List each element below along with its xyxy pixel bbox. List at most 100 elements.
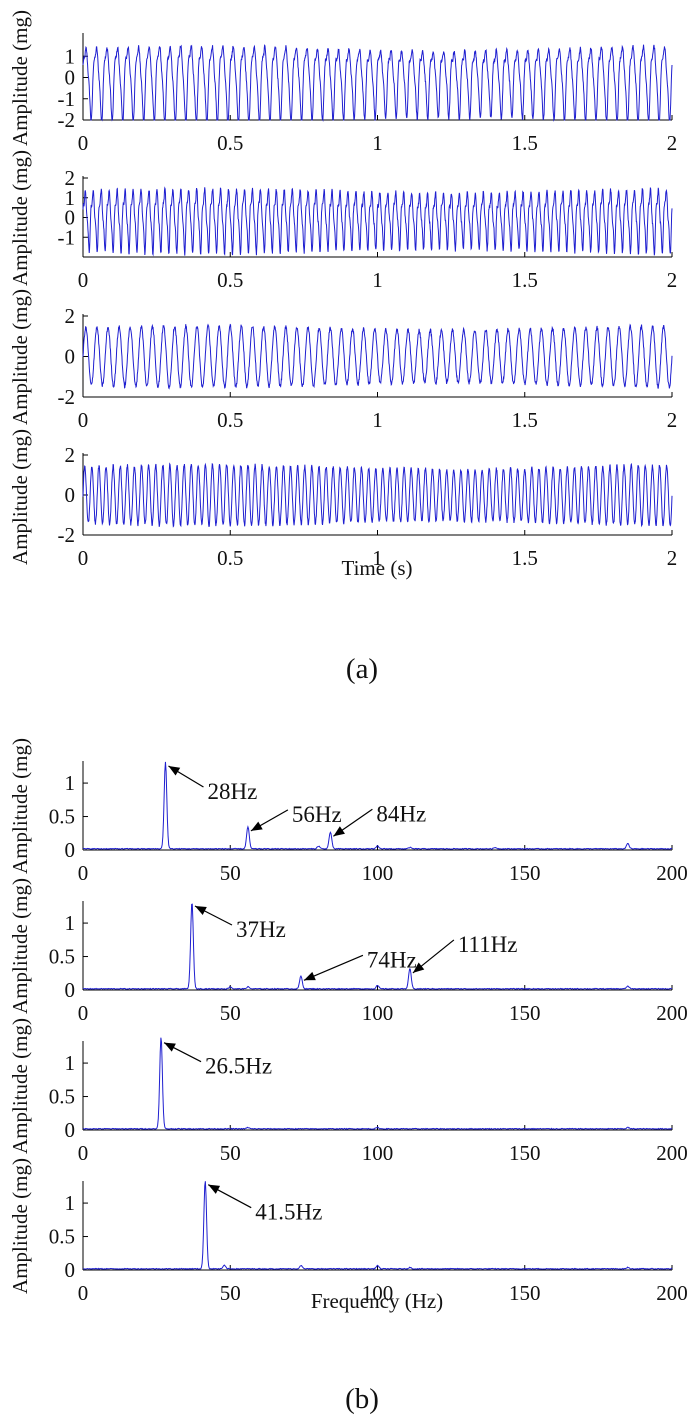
y-axis-label: Amplitude (mg)	[8, 10, 32, 146]
x-tick-label: 1	[372, 131, 383, 155]
y-tick-label: 1	[65, 771, 76, 795]
series-line	[82, 323, 673, 390]
annotation-label: 56Hz	[292, 802, 342, 827]
y-tick-label: 0.5	[49, 805, 75, 829]
x-axis-label: Frequency (Hz)	[311, 1289, 443, 1313]
x-tick-label: 100	[362, 1141, 394, 1165]
x-tick-label: 1	[372, 408, 383, 432]
subplot-8: 0 50 100 150 200 0 0.5 1 Amplitude (mg) Frequency…	[8, 1158, 688, 1313]
x-tick-label: 100	[362, 861, 394, 885]
annotation-arrowhead	[412, 962, 425, 973]
x-tick-label: 0.5	[217, 131, 243, 155]
series-line	[82, 186, 673, 257]
subplot-7: 0 50 100 150 200 0 0.5 1 Amplitude (mg) 26.5Hz	[8, 1018, 688, 1165]
x-tick-label: 0	[78, 546, 89, 570]
y-axis-label: Amplitude (mg)	[8, 1018, 32, 1154]
panel-label-b: (b)	[345, 1383, 379, 1415]
series-line	[82, 1181, 673, 1270]
x-tick-label: 1	[372, 268, 383, 292]
series-line	[82, 1037, 673, 1130]
x-tick-label: 1.5	[512, 408, 538, 432]
x-tick-label: 0	[78, 268, 89, 292]
x-tick-label: 0	[78, 408, 89, 432]
y-tick-label: -1	[58, 87, 76, 111]
x-tick-label: 1.5	[512, 546, 538, 570]
x-tick-label: 200	[656, 861, 688, 885]
x-tick-label: 150	[509, 861, 541, 885]
x-tick-label: 50	[220, 861, 241, 885]
x-tick-label: 2	[667, 546, 678, 570]
x-tick-label: 0.5	[217, 268, 243, 292]
x-tick-label: 0	[78, 1141, 89, 1165]
annotation-label: 74Hz	[367, 947, 417, 972]
y-axis-label: Amplitude (mg)	[8, 289, 32, 425]
y-tick-label: 1	[65, 1191, 76, 1215]
x-axis-label: Time (s)	[342, 556, 413, 580]
y-tick-label: 1	[65, 186, 76, 210]
y-tick-label: -2	[58, 108, 76, 132]
y-axis-label: Amplitude (mg)	[8, 150, 32, 286]
y-axis-label: Amplitude (mg)	[8, 878, 32, 1014]
x-tick-label: 50	[220, 1141, 241, 1165]
annotation-arrowhead	[194, 906, 207, 916]
y-tick-label: 0	[65, 1258, 76, 1282]
y-tick-label: 0	[65, 345, 76, 369]
x-tick-label: 0	[78, 131, 89, 155]
y-tick-label: 0	[65, 838, 76, 862]
y-tick-label: 0.5	[49, 945, 75, 969]
x-tick-label: 100	[362, 1001, 394, 1025]
x-tick-label: 1.5	[512, 131, 538, 155]
annotation-arrowhead	[164, 1042, 176, 1052]
y-tick-label: -1	[58, 225, 76, 249]
y-tick-label: 1	[65, 44, 76, 68]
y-tick-label: 0	[65, 66, 76, 90]
series-line	[82, 761, 673, 850]
x-tick-label: 1.5	[512, 268, 538, 292]
x-tick-label: 0	[78, 861, 89, 885]
x-tick-label: 2	[667, 408, 678, 432]
annotation-arrowhead	[303, 971, 316, 981]
x-tick-label: 200	[656, 1141, 688, 1165]
x-tick-label: 0	[78, 1001, 89, 1025]
annotation-label: 37Hz	[236, 917, 286, 942]
x-tick-label: 150	[509, 1001, 541, 1025]
y-tick-label: 2	[65, 166, 76, 190]
y-tick-label: 0.5	[49, 1225, 75, 1249]
annotation-label: 41.5Hz	[255, 1200, 322, 1225]
x-tick-label: 0.5	[217, 546, 243, 570]
annotation-label: 111Hz	[458, 932, 518, 957]
series-line	[82, 462, 673, 528]
y-tick-label: 1	[65, 1051, 76, 1075]
y-tick-label: 0	[65, 206, 76, 230]
y-tick-label: 2	[65, 443, 76, 467]
series-line	[82, 44, 673, 122]
annotation-arrowhead	[208, 1184, 221, 1194]
y-tick-label: 0.5	[49, 1085, 75, 1109]
subplot-6: 0 50 100 150 200 0 0.5 1 Amplitude (mg) 37Hz 74Hz 1…	[8, 878, 688, 1025]
x-tick-label: 50	[220, 1001, 241, 1025]
x-tick-label: 200	[656, 1281, 688, 1305]
series-line	[82, 903, 673, 990]
annotation-arrowhead	[333, 826, 345, 837]
x-tick-label: 150	[509, 1141, 541, 1165]
x-tick-label: 200	[656, 1001, 688, 1025]
annotation-arrowhead	[168, 766, 181, 776]
x-tick-label: 0.5	[217, 408, 243, 432]
annotation-arrowhead	[250, 821, 263, 831]
annotation-label: 84Hz	[376, 801, 426, 826]
y-axis-label: Amplitude (mg)	[8, 1158, 32, 1294]
y-axis-label: Amplitude (mg)	[8, 429, 32, 565]
annotation-label: 26.5Hz	[205, 1054, 272, 1079]
x-tick-label: 2	[667, 268, 678, 292]
x-tick-label: 0	[78, 1281, 89, 1305]
x-tick-label: 50	[220, 1281, 241, 1305]
x-tick-label: 1	[372, 546, 383, 570]
y-tick-label: 0	[65, 483, 76, 507]
panel-label-a: (a)	[346, 653, 378, 685]
y-tick-label: -2	[58, 385, 76, 409]
